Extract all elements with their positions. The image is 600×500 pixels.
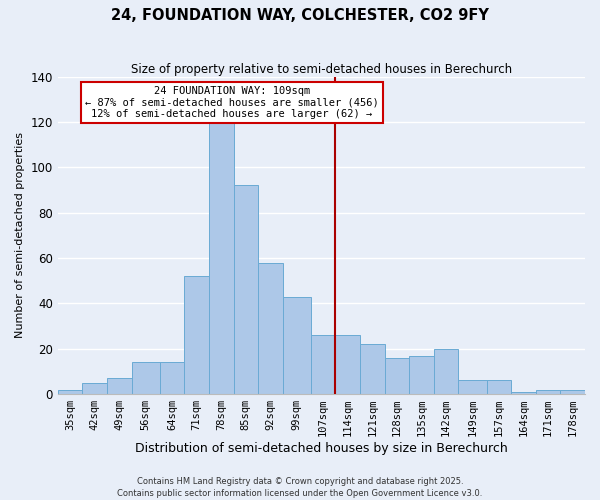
Bar: [409, 356, 434, 394]
Bar: [209, 120, 233, 394]
Bar: [335, 335, 360, 394]
Y-axis label: Number of semi-detached properties: Number of semi-detached properties: [15, 132, 25, 338]
Bar: [511, 392, 536, 394]
Bar: [184, 276, 209, 394]
Bar: [82, 382, 107, 394]
Bar: [434, 348, 458, 394]
Bar: [58, 390, 82, 394]
Bar: [458, 380, 487, 394]
Text: 24 FOUNDATION WAY: 109sqm
← 87% of semi-detached houses are smaller (456)
12% of: 24 FOUNDATION WAY: 109sqm ← 87% of semi-…: [85, 86, 379, 119]
Bar: [536, 390, 560, 394]
Bar: [107, 378, 131, 394]
Text: Contains HM Land Registry data © Crown copyright and database right 2025.
Contai: Contains HM Land Registry data © Crown c…: [118, 476, 482, 498]
Bar: [283, 296, 311, 394]
Bar: [487, 380, 511, 394]
Bar: [258, 262, 283, 394]
Bar: [233, 186, 258, 394]
Bar: [311, 335, 335, 394]
X-axis label: Distribution of semi-detached houses by size in Berechurch: Distribution of semi-detached houses by …: [135, 442, 508, 455]
Bar: [360, 344, 385, 394]
Bar: [131, 362, 160, 394]
Text: 24, FOUNDATION WAY, COLCHESTER, CO2 9FY: 24, FOUNDATION WAY, COLCHESTER, CO2 9FY: [111, 8, 489, 22]
Bar: [560, 390, 585, 394]
Bar: [160, 362, 184, 394]
Title: Size of property relative to semi-detached houses in Berechurch: Size of property relative to semi-detach…: [131, 62, 512, 76]
Bar: [385, 358, 409, 394]
